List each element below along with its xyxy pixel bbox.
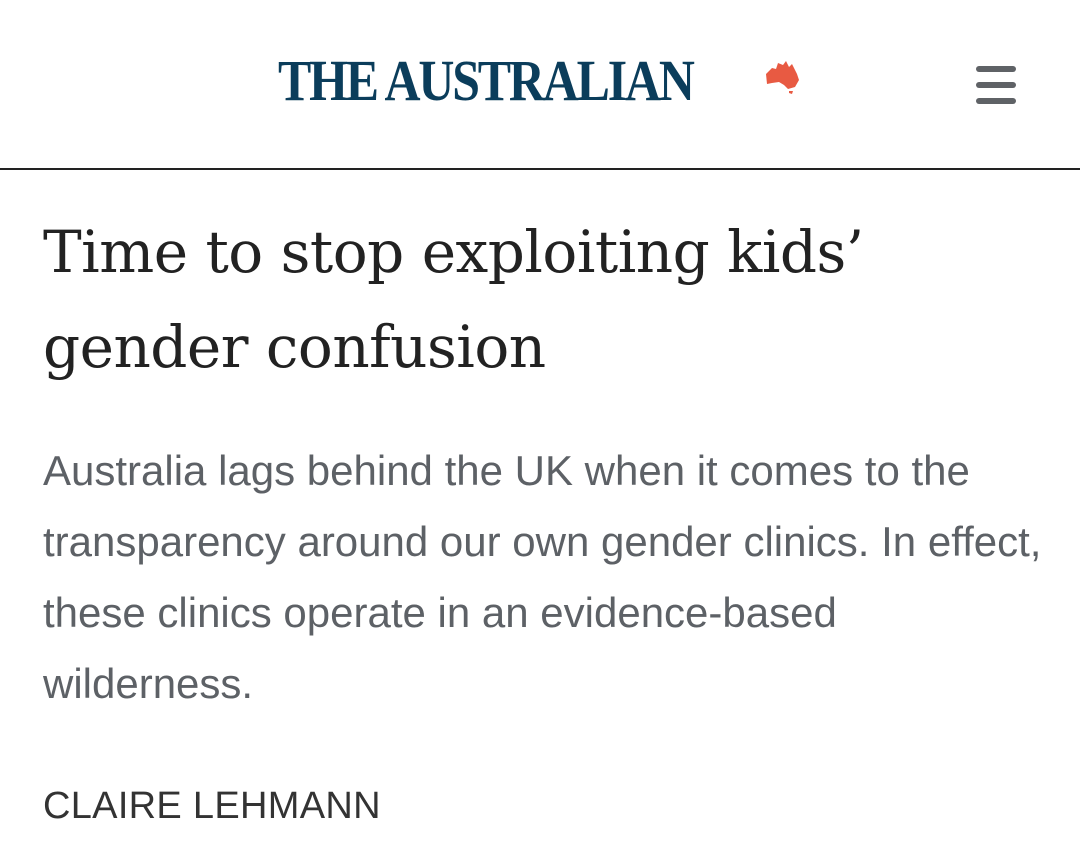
site-header: THE AUSTRALIAN xyxy=(0,0,1080,170)
logo-text: THE AUSTRALIAN xyxy=(278,48,695,113)
site-logo[interactable]: THE AUSTRALIAN xyxy=(278,52,838,110)
author-byline[interactable]: CLAIRE LEHMANN xyxy=(43,785,381,827)
hamburger-menu-icon[interactable] xyxy=(976,66,1016,104)
article-headline: Time to stop exploiting kids’ gender con… xyxy=(43,218,864,381)
article-standfirst: Australia lags behind the UK when it com… xyxy=(43,447,1042,707)
australia-map-icon xyxy=(766,61,799,94)
